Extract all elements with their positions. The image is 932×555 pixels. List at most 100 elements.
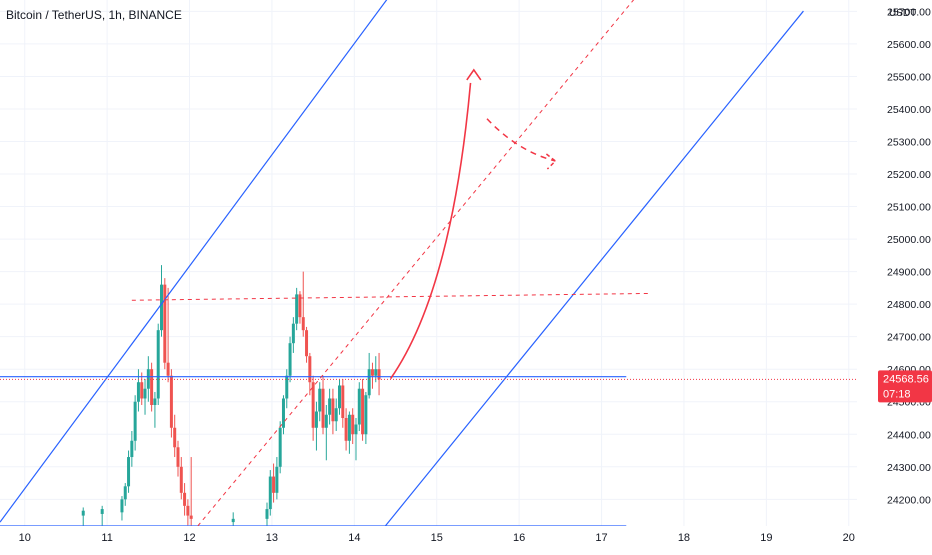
projection-curve[interactable]: [389, 82, 472, 380]
candle-body: [156, 330, 160, 399]
candle-body: [305, 330, 309, 357]
time-tick-label: 17: [595, 532, 607, 544]
candle-body: [344, 418, 348, 441]
candle-body: [354, 424, 358, 435]
time-tick-label: 12: [183, 532, 195, 544]
time-axis[interactable]: 10 11 12 13 14 15 16 17 18 19 20: [0, 526, 932, 550]
price-tick-label: 24400.00: [887, 429, 931, 441]
candle-body: [160, 284, 164, 331]
candle: [143, 378, 147, 415]
candle: [275, 457, 279, 500]
candle: [324, 404, 328, 461]
candle: [361, 378, 365, 441]
candle: [166, 287, 170, 383]
candles: [81, 265, 381, 531]
candle-body: [146, 369, 150, 389]
candle-body: [272, 476, 276, 493]
time-tick-label: 10: [19, 532, 31, 544]
dashed-projection-line[interactable]: [197, 0, 651, 527]
candle-body: [285, 375, 289, 399]
candle-body: [275, 466, 279, 493]
time-tick-label: 18: [678, 532, 690, 544]
candle: [120, 496, 124, 521]
last-price-tag-box: [878, 370, 932, 403]
candle-body: [278, 427, 282, 467]
candle-body: [334, 408, 338, 422]
price-ticks: 24200.0024300.0024400.0024500.0024600.00…: [887, 6, 931, 506]
candle: [370, 362, 374, 389]
candle-body: [314, 411, 318, 428]
candle-body: [298, 294, 302, 318]
candle-body: [130, 440, 134, 458]
candle-body: [120, 499, 124, 513]
candle: [169, 369, 173, 438]
channel-line[interactable]: [382, 10, 804, 529]
candle: [311, 375, 315, 441]
dashed-projection-line[interactable]: [131, 292, 651, 301]
candle: [123, 483, 127, 506]
candle: [308, 352, 312, 396]
candle-body: [311, 382, 315, 428]
symbol-title: Bitcoin / TetherUS, 1h, BINANCE: [6, 8, 182, 22]
candle-body: [308, 356, 312, 383]
candle: [127, 450, 131, 493]
candle-body: [136, 382, 140, 402]
candle: [344, 408, 348, 451]
candle-body: [331, 398, 335, 422]
candle: [265, 502, 269, 529]
price-axis-background: [857, 0, 932, 526]
candle-body: [301, 317, 305, 331]
candle: [173, 414, 177, 458]
candle: [163, 278, 167, 370]
price-tick-label: 24800.00: [887, 299, 931, 311]
time-axis-background: [0, 526, 932, 550]
last-price-value: 24568.56: [883, 373, 929, 385]
price-tick-label: 25100.00: [887, 202, 931, 214]
candle: [179, 457, 183, 500]
candle-body: [370, 369, 374, 376]
candle: [364, 391, 368, 445]
candle: [156, 323, 160, 405]
candle: [278, 421, 282, 474]
candle-body: [169, 375, 173, 428]
candle-body: [153, 398, 157, 405]
projection-arrowhead: [466, 68, 482, 81]
price-tick-label: 25700.00: [887, 6, 931, 18]
candle-body: [173, 427, 177, 448]
candle-body: [288, 343, 292, 376]
candle: [367, 352, 371, 399]
time-tick-label: 19: [760, 532, 772, 544]
price-tick-label: 25500.00: [887, 71, 931, 83]
candle: [150, 362, 154, 412]
candle: [298, 291, 302, 324]
channel-line[interactable]: [0, 0, 420, 523]
candle: [295, 287, 299, 331]
candle-body: [186, 505, 190, 516]
candle: [301, 271, 305, 337]
candle-body: [81, 510, 85, 516]
price-axis[interactable]: USDT 24200.0024300.0024400.0024500.00246…: [857, 0, 932, 526]
candle: [140, 372, 144, 405]
candle: [160, 265, 164, 337]
price-tick-label: 25000.00: [887, 234, 931, 246]
candle: [347, 411, 351, 454]
candle-body: [133, 401, 137, 441]
price-tick-label: 25200.00: [887, 169, 931, 181]
candle-body: [265, 509, 269, 519]
price-tick-label: 25600.00: [887, 39, 931, 51]
candle-body: [143, 388, 147, 399]
candle-body: [183, 492, 187, 506]
candle-body: [357, 388, 361, 425]
candle: [183, 483, 187, 516]
candle-body: [140, 382, 144, 399]
candle: [81, 507, 85, 529]
candle-body: [179, 466, 183, 493]
candle-body: [367, 369, 371, 396]
candle: [334, 398, 338, 432]
price-tick-label: 24300.00: [887, 462, 931, 474]
candle-body: [176, 447, 180, 467]
price-tick-label: 24200.00: [887, 494, 931, 506]
